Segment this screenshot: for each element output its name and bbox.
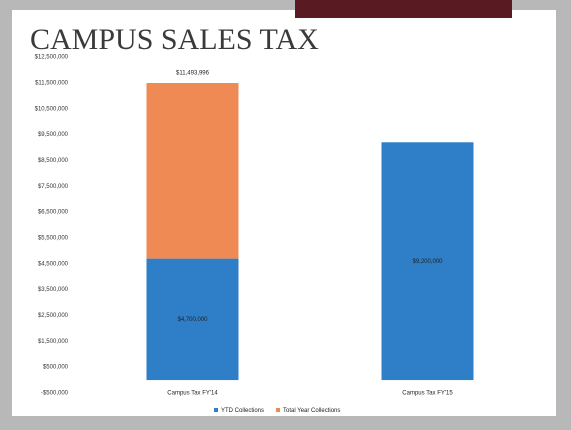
y-tick-label: $6,500,000 [38,210,69,216]
bar-segment [146,83,239,259]
data-label: $9,200,000 [412,259,443,265]
header-band [295,0,512,18]
chart-title: CAMPUS SALES TAX [30,23,319,56]
y-tick-label: $3,500,000 [38,287,69,293]
legend-label: YTD Collections [221,408,264,414]
y-tick-label: $12,500,000 [35,55,69,61]
bar-segment [146,258,239,381]
y-tick-label: $1,500,000 [38,339,69,345]
y-tick-label: $8,500,000 [38,158,69,164]
y-tick-label: -$500,000 [41,391,69,397]
y-tick-label: $10,500,000 [35,106,69,112]
legend-label: Total Year Collections [283,408,340,414]
y-tick-label: $11,500,000 [35,80,69,86]
data-label: $4,700,000 [177,317,208,323]
slide-body [12,10,556,416]
legend-swatch [214,408,218,412]
y-tick-label: $5,500,000 [38,236,69,242]
y-tick-label: $2,500,000 [38,313,69,319]
y-tick-label: $500,000 [43,365,69,371]
y-tick-label: $7,500,000 [38,184,69,190]
y-tick-label: $9,500,000 [38,132,69,138]
bar-segment [381,142,474,381]
total-label: $11,493,996 [176,71,210,77]
legend-swatch [276,408,281,412]
x-tick-label: Campus Tax FY'14 [167,391,218,397]
x-tick-label: Campus Tax FY'15 [402,391,453,397]
y-tick-label: $4,500,000 [38,261,69,267]
